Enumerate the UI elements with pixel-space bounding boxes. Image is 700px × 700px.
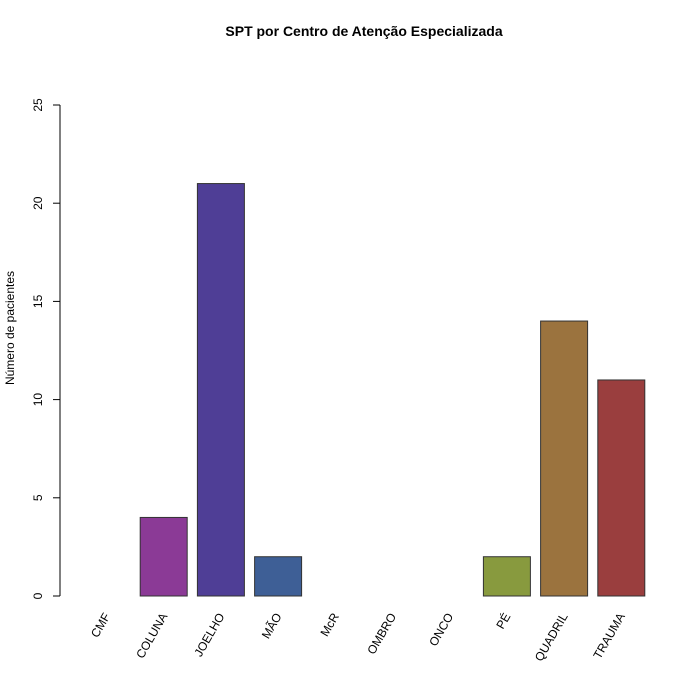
bars [139,183,646,597]
bar-mão [254,556,303,597]
x-tick-label: PÉ [492,610,513,631]
y-tick-label: 0 [31,592,45,599]
chart-title: SPT por Centro de Atenção Especializada [225,23,502,39]
x-tick-label: QUADRIL [532,610,571,663]
bar-quadril [540,320,589,597]
y-tick-label: 25 [31,98,45,112]
y-axis-label: Número de pacientes [3,271,17,385]
bar-trauma [597,379,646,597]
y-axis-ticks: 0 5 10 15 20 25 [31,98,60,599]
bar-pé [482,556,531,597]
x-tick-label: OMBRO [364,611,399,657]
y-tick-label: 20 [31,196,45,210]
x-tick-label: CMF [88,611,113,641]
bar-coluna [139,516,188,597]
bar-joelho [196,183,245,597]
y-tick-label: 10 [31,393,45,407]
y-tick-label: 15 [31,294,45,308]
x-tick-label: McR [317,610,342,639]
x-tick-label: ONCO [426,611,456,649]
x-tick-label: MÃO [259,611,285,642]
x-tick-label: COLUNA [133,611,170,661]
x-tick-label: TRAUMA [590,611,627,662]
x-tick-label: JOELHO [191,611,227,660]
x-axis-labels: CMF COLUNA JOELHO MÃO McR OMBRO ONCO PÉ QUADRIL T… [88,610,628,664]
y-tick-label: 5 [31,494,45,501]
